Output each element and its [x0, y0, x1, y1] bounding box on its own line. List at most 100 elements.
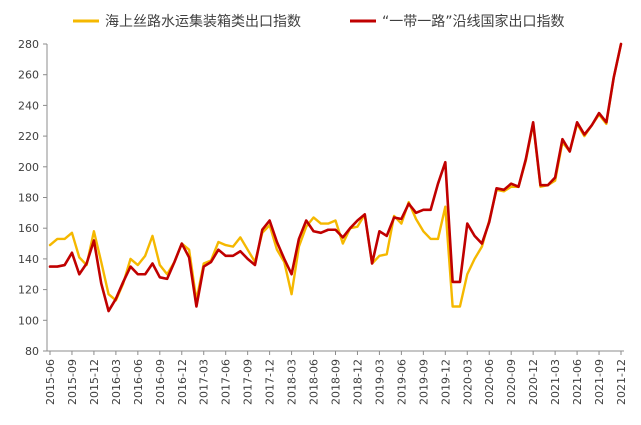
data-point-series-2 [261, 229, 263, 231]
data-point-series-1 [232, 246, 234, 248]
data-point-series-2 [129, 265, 132, 268]
x-tick-label: 2017-06 [220, 359, 233, 405]
data-point-series-2 [144, 273, 146, 275]
x-tick-label: 2016-12 [176, 359, 189, 405]
data-point-series-2 [247, 258, 249, 260]
data-point-series-2 [452, 281, 454, 283]
x-tick-label: 2017-09 [242, 359, 255, 405]
data-point-series-1 [378, 255, 381, 257]
data-point-series-2 [356, 219, 359, 222]
data-point-series-2 [93, 239, 95, 242]
data-point-series-2 [78, 273, 80, 275]
x-tick-label: 2021-12 [615, 359, 628, 405]
data-point-series-1 [320, 222, 322, 225]
x-tick-label: 2018-12 [351, 359, 364, 405]
x-tick-label: 2018-06 [308, 359, 321, 405]
data-point-series-1 [159, 264, 161, 266]
series-line-1 [48, 42, 623, 308]
x-tick-label: 2021-09 [593, 359, 606, 405]
data-point-series-2 [342, 236, 344, 239]
y-tick-label: 240 [18, 99, 39, 112]
data-point-series-2 [115, 298, 117, 300]
data-point-series-2 [598, 112, 600, 114]
data-point-series-1 [290, 293, 293, 295]
data-point-series-2 [364, 213, 366, 215]
data-point-series-2 [166, 278, 168, 280]
x-tick-label: 2018-09 [330, 359, 343, 405]
data-point-series-2 [100, 282, 102, 285]
data-point-series-2 [232, 255, 234, 257]
data-point-series-1 [386, 253, 388, 255]
data-point-series-1 [444, 206, 446, 208]
data-point-series-1 [554, 180, 556, 182]
x-tick-label: 2020-09 [505, 359, 518, 405]
data-point-series-1 [430, 238, 432, 240]
series-group [48, 42, 623, 313]
data-point-series-2 [254, 264, 256, 266]
data-point-series-1 [481, 246, 483, 248]
data-point-series-1 [49, 244, 51, 246]
data-point-series-2 [539, 184, 542, 186]
data-point-series-2 [473, 235, 476, 237]
data-point-series-1 [144, 255, 146, 257]
x-tick-label: 2020-03 [461, 359, 474, 405]
data-point-series-2 [444, 161, 446, 163]
data-point-series-2 [195, 305, 198, 308]
data-point-series-2 [437, 183, 439, 185]
data-point-series-2 [290, 273, 293, 275]
data-point-series-2 [503, 189, 505, 191]
y-tick-label: 220 [18, 130, 39, 143]
data-point-series-2 [210, 261, 212, 263]
y-tick-label: 280 [18, 38, 39, 51]
data-point-series-2 [569, 150, 571, 153]
data-point-series-2 [547, 184, 549, 186]
data-point-series-2 [173, 261, 176, 263]
data-point-series-2 [532, 121, 534, 123]
data-point-series-1 [93, 230, 95, 232]
x-tick-label: 2015-06 [44, 359, 57, 405]
data-point-series-2 [605, 121, 607, 123]
x-tick-label: 2017-12 [264, 359, 277, 405]
data-point-series-1 [239, 236, 241, 239]
data-point-series-1 [415, 218, 417, 220]
data-point-series-2 [305, 219, 307, 222]
data-point-series-1 [247, 249, 249, 251]
data-point-series-2 [298, 238, 300, 240]
y-tick-label: 100 [18, 314, 39, 327]
data-point-series-2 [349, 227, 351, 229]
x-tick-label: 2016-03 [110, 359, 123, 405]
y-tick-label: 80 [25, 345, 39, 358]
data-point-series-1 [466, 273, 468, 275]
data-point-series-2 [276, 241, 278, 243]
data-point-series-2 [86, 262, 88, 265]
x-tick-label: 2020-06 [483, 359, 496, 405]
x-tick-label: 2019-06 [395, 359, 408, 405]
data-point-series-2 [239, 250, 241, 252]
data-point-series-1 [56, 238, 58, 240]
data-point-series-1 [400, 222, 402, 225]
data-point-series-2 [408, 203, 410, 205]
data-point-series-2 [312, 230, 315, 232]
data-point-series-1 [452, 305, 454, 308]
data-point-series-2 [217, 249, 219, 251]
data-point-series-1 [356, 226, 359, 228]
y-axis: 80 100 120 140 160 180 200 220 240 260 280 [18, 38, 48, 358]
x-tick-label: 2018-03 [286, 359, 299, 405]
legend-label-1: 海上丝路水运集装箱类出口指数 [105, 13, 301, 30]
data-point-series-2 [481, 242, 483, 245]
data-point-series-1 [225, 244, 227, 246]
data-point-series-2 [371, 262, 373, 265]
data-point-series-2 [320, 232, 322, 234]
data-point-series-1 [217, 241, 219, 243]
data-point-series-2 [510, 183, 512, 185]
data-point-series-1 [459, 305, 461, 308]
series-line-2 [48, 42, 623, 313]
data-point-series-1 [188, 249, 190, 251]
data-point-series-1 [137, 264, 139, 266]
data-point-series-1 [437, 238, 439, 240]
data-point-series-2 [107, 310, 110, 312]
data-point-series-1 [510, 186, 512, 188]
data-point-series-2 [71, 252, 73, 254]
data-point-series-1 [342, 242, 344, 245]
